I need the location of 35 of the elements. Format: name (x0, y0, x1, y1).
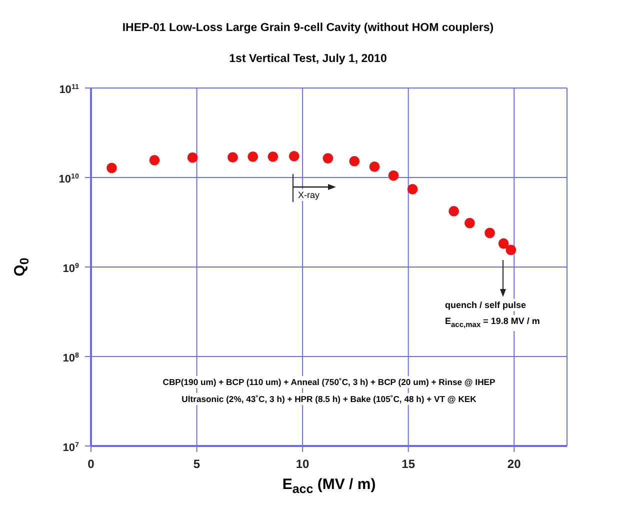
point (149, 155, 160, 166)
point (187, 152, 198, 163)
annotation: CBP(190 um) + BCP (110 um) + Anneal (750˚C, 3 h) + BCP (20 um) + Rinse @ IHEP (162, 376, 496, 388)
y-tick-label: 10$^{10}$ (58, 172, 80, 186)
point (388, 170, 399, 181)
x-tick-label: 15 (402, 457, 416, 471)
y-tick-label: 10$^{8}$ (62, 352, 80, 364)
point (484, 228, 495, 238)
point (369, 162, 380, 172)
annotation: X-ray (298, 189, 320, 201)
point (248, 151, 258, 162)
point (288, 150, 300, 162)
x-axis-title: E$_{acc}$ (MV / m) (281, 476, 377, 496)
point (498, 238, 509, 249)
x-tick-label: 10 (296, 457, 310, 471)
point (448, 206, 460, 216)
point (407, 184, 418, 194)
point (322, 153, 334, 164)
annotation: E$_{acc,max}$ = 19.8 MV / m (445, 315, 540, 331)
y-tick-label: 10$^{9}$ (62, 262, 80, 275)
x-tick-label: 0 (88, 457, 95, 471)
point (106, 162, 117, 174)
point (268, 151, 278, 162)
y-tick-label: 10$^{7}$ (62, 441, 80, 454)
x-tick-label: 20 (507, 457, 522, 471)
point (349, 156, 360, 166)
point (464, 218, 475, 228)
chart-subtitle: 1st Vertical Test, July 1, 2010 (228, 53, 388, 65)
annotation: quench / self pulse (445, 299, 526, 311)
point (506, 244, 516, 256)
annotation: Ultrasonic (2%, 43˚C, 3 h) + HPR (8.5 h) + Bake (105˚C, 48 h) + VT @ KEK (182, 393, 476, 405)
y-tick-label: 10$^{11}$ (59, 83, 80, 96)
point (228, 152, 238, 163)
x-tick-label: 5 (193, 457, 200, 471)
chart-title: IHEP-01 Low-Loss Large Grain 9-cell Cavity (without HOM couplers) (121, 22, 495, 34)
